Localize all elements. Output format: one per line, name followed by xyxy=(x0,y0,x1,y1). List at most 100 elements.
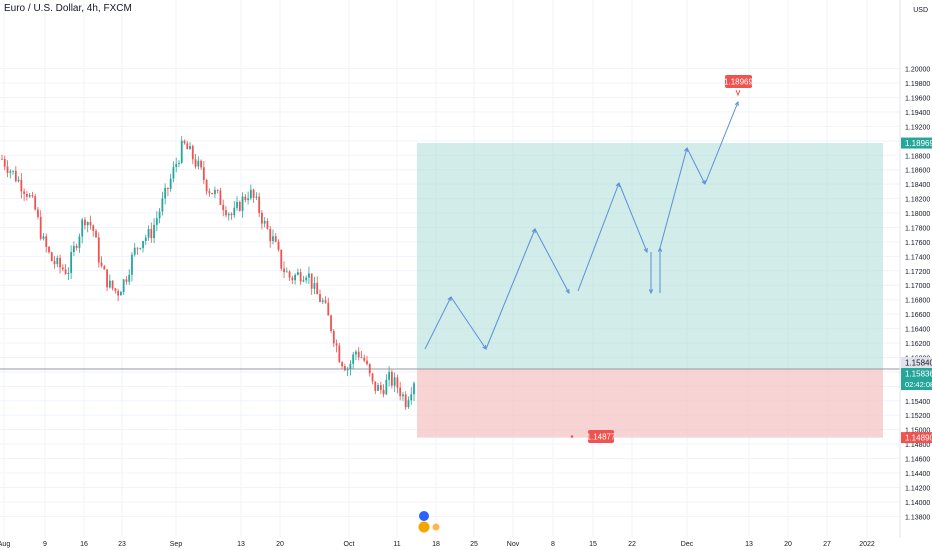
candle-body xyxy=(346,369,349,371)
time-axis[interactable]: Aug 9 16 23 Sep 13 20 Oct 11 18 25 Nov 8 15 22 Dec 13 20 2… xyxy=(0,541,875,548)
candle-body xyxy=(194,159,197,167)
candle-body xyxy=(308,273,310,278)
time-tick-label: 13 xyxy=(745,541,753,548)
candle-body xyxy=(249,189,252,199)
candle-body xyxy=(139,248,142,249)
candle-body xyxy=(144,237,147,242)
countdown-text: 02:42:08 xyxy=(905,380,932,389)
price-tick-label: 1.15400 xyxy=(905,399,930,406)
candle-body xyxy=(3,159,6,167)
candle-body xyxy=(153,224,155,239)
candle-body xyxy=(25,193,28,197)
candle-body xyxy=(327,302,330,316)
candle-body xyxy=(330,315,332,331)
event-more-icon[interactable] xyxy=(432,523,440,531)
candle-body xyxy=(37,209,39,217)
event-flag-icon[interactable] xyxy=(418,521,430,533)
price-tick-label: 1.16400 xyxy=(905,327,930,334)
candle-body xyxy=(407,400,410,408)
candle-body xyxy=(50,252,53,262)
projection-segment xyxy=(485,228,536,350)
price-tick-label: 1.18800 xyxy=(905,153,930,160)
candles xyxy=(1,135,415,410)
price-tick-label: 1.14200 xyxy=(905,485,930,492)
projection-segment xyxy=(686,147,706,185)
candle-body xyxy=(67,272,70,274)
candle-body xyxy=(404,394,407,408)
candle-body xyxy=(70,252,73,273)
price-tick-label: 1.15000 xyxy=(905,428,930,435)
price-tick-label: 1.18600 xyxy=(905,168,930,175)
candle-body xyxy=(274,236,277,242)
candle-body xyxy=(205,179,208,192)
projection-segment xyxy=(577,182,620,292)
candle-body xyxy=(180,140,183,163)
stop-label[interactable]: 1.14877 xyxy=(570,430,616,443)
target-label[interactable]: 1.18969 xyxy=(724,75,754,97)
price-tick-label: 1.14800 xyxy=(905,442,930,449)
target-zone[interactable] xyxy=(417,143,883,370)
candle-body xyxy=(357,351,360,358)
candle-body xyxy=(125,279,128,282)
candle-body xyxy=(117,290,120,296)
candle-body xyxy=(360,357,363,359)
projection-segment xyxy=(618,182,648,253)
candle-body xyxy=(95,230,97,238)
candle-body xyxy=(147,229,150,238)
last-price-tag: 1.15836 02:42:08 xyxy=(901,368,932,391)
candle-body xyxy=(86,221,89,226)
candle-body xyxy=(20,179,23,192)
candle-body xyxy=(114,288,117,291)
candle-body xyxy=(230,213,233,216)
candle-body xyxy=(78,236,81,248)
candle-body xyxy=(6,166,9,173)
candle-body xyxy=(343,366,346,371)
price-tick-label: 1.19600 xyxy=(905,95,930,102)
candle-body xyxy=(402,394,404,397)
stop-zone[interactable] xyxy=(417,369,883,438)
arrow-head xyxy=(734,100,739,107)
price-tick-label: 1.17600 xyxy=(905,240,930,247)
candle-body xyxy=(222,204,225,211)
candle-body xyxy=(172,167,175,179)
candle-body xyxy=(42,236,45,239)
candle-body xyxy=(319,294,321,302)
candle-body xyxy=(413,383,415,395)
candle-body xyxy=(277,241,280,250)
candle-body xyxy=(106,269,108,288)
price-tick-label: 1.17400 xyxy=(905,254,930,261)
price-tick-label: 1.14600 xyxy=(905,457,930,464)
entry-axis-text: 1.15840 xyxy=(905,359,932,368)
candle-body xyxy=(197,160,200,167)
candle-body xyxy=(313,282,316,289)
candle-body xyxy=(305,277,308,281)
candle-body xyxy=(302,280,305,282)
candle-body xyxy=(211,192,214,195)
price-tick-label: 1.16600 xyxy=(905,312,930,319)
time-tick-label: Sep xyxy=(170,541,183,548)
price-tick-label: 1.19400 xyxy=(905,110,930,117)
price-axis[interactable]: 1.13800 1.14000 1.14200 1.14400 1.14600 1.148… xyxy=(905,67,930,522)
candle-body xyxy=(382,389,385,395)
projection-segment xyxy=(450,296,487,350)
candle-body xyxy=(1,158,3,160)
projection-arrows[interactable] xyxy=(424,100,739,350)
candle-body xyxy=(374,381,377,391)
candle-body xyxy=(9,171,12,173)
price-tick-label: 1.19200 xyxy=(905,124,930,131)
candle-body xyxy=(291,277,294,281)
currency-label: USD xyxy=(913,7,928,14)
candle-body xyxy=(164,187,167,199)
event-dividend-icon[interactable] xyxy=(419,511,429,521)
candle-body xyxy=(393,377,396,386)
events-icons[interactable] xyxy=(418,511,440,533)
candle-body xyxy=(12,170,14,172)
time-tick-label: 22 xyxy=(628,541,636,548)
candle-body xyxy=(288,271,291,278)
candle-body xyxy=(396,377,399,388)
candle-body xyxy=(161,198,164,212)
candle-body xyxy=(150,229,153,239)
candle-body xyxy=(252,189,255,198)
candle-body xyxy=(255,196,258,198)
